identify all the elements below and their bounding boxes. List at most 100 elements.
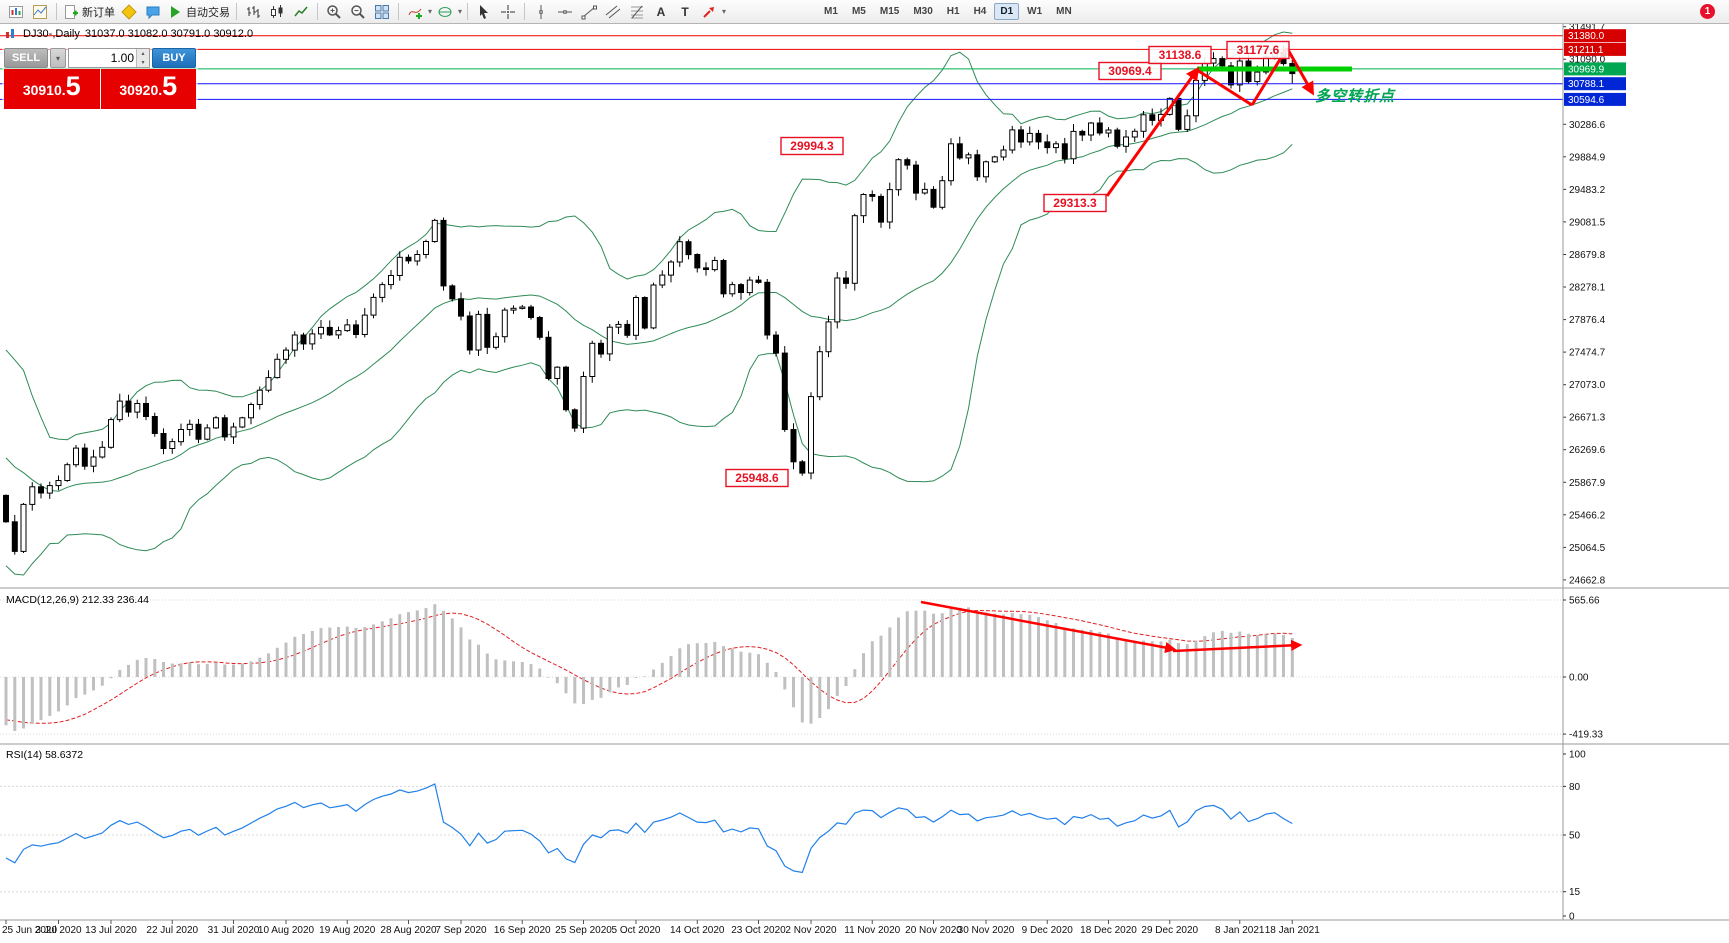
autotrade-button[interactable]: 自动交易 bbox=[166, 1, 231, 23]
date-label: 9 Dec 2020 bbox=[1022, 925, 1074, 936]
arrows-dropdown-caret[interactable]: ▾ bbox=[722, 7, 727, 16]
indicators-dropdown-caret[interactable]: ▾ bbox=[428, 7, 433, 16]
sell-price-big-digit: 5 bbox=[65, 71, 81, 101]
svg-text:0.00: 0.00 bbox=[1569, 673, 1589, 684]
date-label: 5 Oct 2020 bbox=[612, 925, 661, 936]
price-annotation-text: 31177.6 bbox=[1237, 43, 1280, 57]
new-order-button[interactable]: 新订单 bbox=[62, 1, 116, 23]
horizontal-line-tool-button[interactable] bbox=[554, 1, 576, 23]
date-label: 16 Sep 2020 bbox=[494, 925, 551, 936]
timeframe-button-m30[interactable]: M30 bbox=[913, 6, 933, 17]
svg-text:30594.6: 30594.6 bbox=[1568, 95, 1605, 106]
indicators-button[interactable] bbox=[404, 1, 426, 23]
trade-panel-dropdown-caret[interactable]: ▾ bbox=[50, 48, 66, 68]
line-chart-icon bbox=[294, 6, 308, 16]
price-tag bbox=[1564, 92, 1626, 106]
metaeditor-button[interactable] bbox=[118, 1, 140, 23]
buy-price-display[interactable]: 30920. 5 bbox=[100, 69, 196, 109]
svg-text:30286.6: 30286.6 bbox=[1569, 120, 1606, 131]
candle-chart-type-button[interactable] bbox=[266, 1, 288, 23]
date-label: 13 Jul 2020 bbox=[85, 925, 137, 936]
date-label: 23 Oct 2020 bbox=[731, 925, 786, 936]
vertical-line-tool-button[interactable] bbox=[530, 1, 552, 23]
crosshair-icon bbox=[501, 4, 516, 19]
date-label: 2 Nov 2020 bbox=[785, 925, 837, 936]
svg-text:31491.7: 31491.7 bbox=[1569, 22, 1606, 33]
volume-up-button[interactable]: ▴ bbox=[137, 49, 149, 58]
volume-field-wrap: ▴ ▾ bbox=[68, 48, 150, 68]
buy-price-big-digit: 5 bbox=[162, 71, 178, 101]
timeframe-button-h1[interactable]: H1 bbox=[946, 6, 960, 17]
macd-indicator-label: MACD(12,26,9) 212.33 236.44 bbox=[6, 594, 149, 606]
sell-price-display[interactable]: 30910. 5 bbox=[4, 69, 101, 109]
svg-text:29884.9: 29884.9 bbox=[1569, 152, 1606, 163]
candlestick-series[interactable] bbox=[3, 45, 1296, 555]
price-annotation-text: 29313.3 bbox=[1053, 196, 1097, 210]
macd-panel[interactable]: 565.66 0.00 -419.33 MACD(12,26,9) 212.33 23… bbox=[0, 594, 1603, 741]
bar-chart-icon bbox=[247, 5, 260, 18]
svg-text:25867.9: 25867.9 bbox=[1569, 478, 1606, 489]
zoom-in-icon bbox=[327, 4, 341, 19]
chart-ohlc-values: 31037.0 31082.0 30791.0 30912.0 bbox=[84, 28, 254, 40]
tile-windows-icon bbox=[375, 4, 389, 19]
timeframe-button-m15[interactable]: M15 bbox=[879, 6, 900, 17]
price-tag bbox=[1564, 42, 1626, 56]
price-annotation-text: 29994.3 bbox=[790, 139, 834, 153]
bollinger-upper-band bbox=[5, 31, 1293, 441]
new-chart-icon bbox=[9, 5, 23, 18]
timeframe-button-m1[interactable]: M1 bbox=[824, 6, 838, 17]
trend-arrow-line bbox=[1196, 68, 1253, 107]
date-label: 25 Sep 2020 bbox=[555, 925, 612, 936]
rsi-panel[interactable]: 100 80 50 15 0 RSI(14) 58.6372 bbox=[0, 749, 1586, 923]
crosshair-button[interactable] bbox=[497, 1, 519, 23]
chart-annotations: 30969.4 31138.6 31177.6 29994.3 29313.3 25948… bbox=[725, 40, 1395, 654]
svg-text:A: A bbox=[657, 5, 666, 19]
label-icon: T bbox=[681, 5, 689, 19]
volume-input[interactable] bbox=[69, 49, 136, 67]
line-chart-type-button[interactable] bbox=[290, 1, 312, 23]
chat-button[interactable] bbox=[142, 1, 164, 23]
price-annotation-box bbox=[725, 468, 789, 488]
price-annotation-box bbox=[1043, 193, 1107, 213]
timeframe-button-d1[interactable]: D1 bbox=[994, 3, 1020, 20]
macd-signal-line bbox=[5, 609, 1293, 724]
bar-chart-type-button[interactable] bbox=[242, 1, 264, 23]
label-tool-button[interactable]: T bbox=[674, 1, 696, 23]
toolbar-separator bbox=[524, 3, 526, 20]
zoom-in-button[interactable] bbox=[323, 1, 345, 23]
trendline-tool-button[interactable] bbox=[578, 1, 600, 23]
chart-symbol-title: DJ30-,Daily bbox=[23, 28, 80, 40]
arrows-tool-button[interactable] bbox=[698, 1, 720, 23]
macd-trend-arrow-line bbox=[920, 600, 1177, 654]
metaeditor-icon bbox=[121, 3, 137, 20]
channel-tool-button[interactable] bbox=[602, 1, 624, 23]
sell-button[interactable]: SELL bbox=[4, 48, 48, 68]
svg-text:27073.0: 27073.0 bbox=[1569, 380, 1606, 391]
price-axis[interactable]: 31491.7 31090.0 30286.6 29884.9 29483.2 29081… bbox=[1563, 22, 1626, 586]
volume-spinner: ▴ ▾ bbox=[136, 49, 149, 67]
main-toolbar: 新订单 自动交易 ▾ ▾ A T ▾ M1 M5 M15 M30 H1 H4 D1 W1 MN … bbox=[0, 0, 1729, 24]
timeframe-button-m5[interactable]: M5 bbox=[851, 6, 866, 17]
buy-button[interactable]: BUY bbox=[152, 48, 196, 68]
volume-down-button[interactable]: ▾ bbox=[137, 58, 149, 67]
timeframe-button-h4[interactable]: H4 bbox=[973, 6, 987, 17]
cycles-button[interactable] bbox=[434, 1, 456, 23]
zoom-out-button[interactable] bbox=[347, 1, 369, 23]
cursor-button[interactable] bbox=[473, 1, 495, 23]
text-tool-button[interactable]: A bbox=[650, 1, 672, 23]
chart-profiles-button[interactable] bbox=[29, 1, 51, 23]
chat-bubble-icon bbox=[146, 6, 160, 19]
new-chart-button[interactable] bbox=[5, 1, 27, 23]
one-click-trading-panel: SELL ▾ ▴ ▾ BUY 30910. 5 30920. 5 bbox=[2, 46, 198, 111]
tile-windows-button[interactable] bbox=[371, 1, 393, 23]
price-annotation-box bbox=[1226, 40, 1290, 60]
cycle-lines-icon bbox=[438, 6, 452, 17]
timeframe-button-mn[interactable]: MN bbox=[1056, 6, 1072, 17]
timeframe-button-w1[interactable]: W1 bbox=[1027, 6, 1043, 17]
buy-price-main: 30920. bbox=[119, 82, 163, 98]
fibonacci-tool-button[interactable] bbox=[626, 1, 648, 23]
notification-badge[interactable]: 1 bbox=[1700, 4, 1715, 19]
cycles-dropdown-caret[interactable]: ▾ bbox=[458, 7, 463, 16]
